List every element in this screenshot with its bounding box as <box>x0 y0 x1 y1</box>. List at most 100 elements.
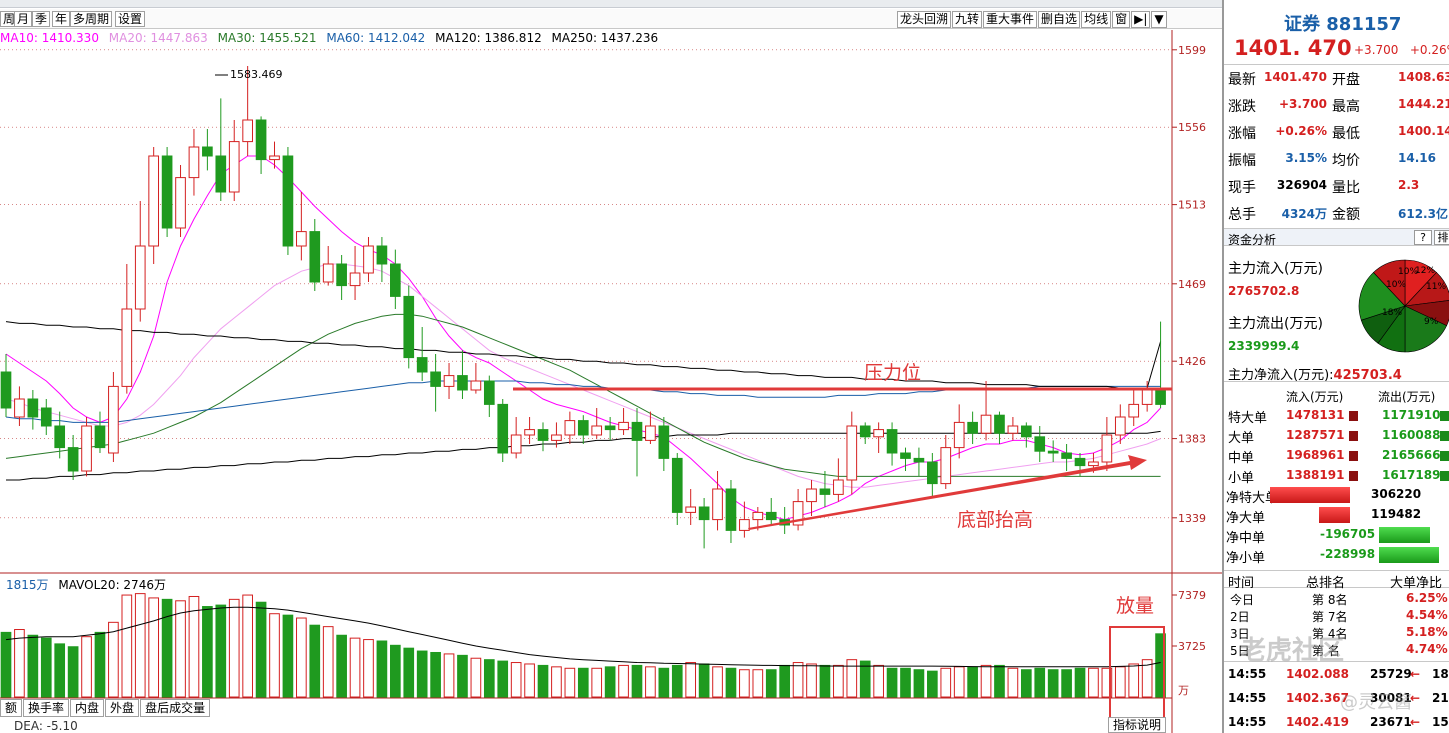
dropdown-icon[interactable]: ▼ <box>1151 11 1167 28</box>
candle <box>631 408 643 477</box>
tick-row: 14:55 1402.088 25729 ← 18 <box>1228 667 1449 681</box>
indicator-help-button[interactable]: 指标说明 <box>1108 717 1167 733</box>
flow-table: 流入(万元) 流出(万元) 特大单 1478131 1171910 大单 1287571 1… <box>1224 385 1449 486</box>
candle <box>1020 422 1032 448</box>
pie-slice <box>1358 272 1406 321</box>
remove-watchlist-button[interactable]: 删自选 <box>1038 11 1081 28</box>
major-events-button[interactable]: 重大事件 <box>983 11 1038 28</box>
rank-header: 时间 总排名 大单净比 <box>1224 570 1449 591</box>
tab-inner[interactable]: 内盘 <box>70 699 105 717</box>
candle <box>188 129 200 196</box>
candle <box>1155 321 1166 408</box>
volume-bar <box>618 664 629 698</box>
volume-bar <box>134 593 146 698</box>
volume-bar <box>510 662 522 698</box>
volume-bar <box>14 629 25 698</box>
tab-year[interactable]: 年 <box>52 11 71 27</box>
flow-row: 特大单 1478131 1171910 <box>1224 405 1449 426</box>
volume-bar <box>1007 667 1019 698</box>
candle <box>363 237 374 282</box>
candle <box>1128 390 1140 426</box>
candle <box>81 417 92 477</box>
volume-bar <box>806 663 817 698</box>
candle <box>336 255 347 300</box>
dragon-head-button[interactable]: 龙头回溯 <box>897 11 952 28</box>
pie-label: 9% <box>1424 317 1439 327</box>
price-tick-label: 1469 <box>1178 278 1206 291</box>
tab-quarter[interactable]: 季 <box>32 11 51 27</box>
volume-bar <box>390 644 401 698</box>
ma30-label: MA30: 1455.521 <box>217 31 317 45</box>
volume-bar <box>698 663 710 698</box>
candle <box>927 453 938 498</box>
price-change: +3.700 +0.26% <box>1354 43 1449 57</box>
rising-arrow <box>748 455 1147 530</box>
rising-bottom-annotation: 底部抬高 <box>957 509 1034 531</box>
rank-row: 2日第 7名 4.54% <box>1230 608 1448 624</box>
tab-turnover[interactable]: 换手率 <box>23 699 70 717</box>
period-toolbar: 周 月 季 年 多周期 设置 龙头回溯 九转 重大事件 删自选 均线窗 ▶| ▼ <box>0 9 1222 29</box>
tab-outer[interactable]: 外盘 <box>105 699 140 717</box>
candle <box>618 408 629 435</box>
pie-slice <box>1404 272 1449 307</box>
candle <box>416 327 428 381</box>
volume-bar <box>40 637 52 698</box>
volume-bar <box>27 634 39 698</box>
volume-bar <box>752 669 764 698</box>
candle <box>148 147 160 264</box>
volume-bar <box>631 664 643 698</box>
flow-row: 中单 1968961 2165666 <box>1224 445 1449 466</box>
ma-line-ma30 <box>5 313 1161 477</box>
volume-bar <box>0 631 12 698</box>
candle <box>712 471 723 531</box>
candle <box>537 422 549 452</box>
candle <box>403 285 415 369</box>
rank-row: 今日第 8名 6.25% <box>1230 591 1448 607</box>
jump-end-icon[interactable]: ▶| <box>1131 11 1151 28</box>
candle <box>108 372 119 462</box>
tab-after-hours[interactable]: 盘后成交量 <box>140 699 211 717</box>
volume-bar <box>886 667 898 698</box>
candle <box>269 141 280 169</box>
tab-settings[interactable]: 设置 <box>115 11 146 27</box>
quote-row: 现手 326904 量比 2.3 <box>1228 178 1420 196</box>
volume-bar <box>967 666 978 698</box>
tab-multi-period[interactable]: 多周期 <box>70 11 113 27</box>
kline-chart[interactable]: 1599 1556 1513 1469 1426 1383 1339 7379 3725 万 15… <box>0 30 1222 733</box>
volume-legend: 1815万 MAVOL20: 2746万 <box>0 576 166 593</box>
volume-bar <box>765 669 777 698</box>
price-axis: 1599 1556 1513 1469 1426 1383 1339 7379 3725 万 <box>1172 44 1206 697</box>
candle <box>551 422 562 448</box>
quote-row: 涨跌 +3.700 最高 1444.21 <box>1228 97 1449 115</box>
volume-bar <box>54 643 66 698</box>
ma60-label: MA60: 1412.042 <box>326 31 426 45</box>
volume-surge-annotation: 放量 <box>1116 595 1155 617</box>
candle <box>497 399 509 462</box>
tab-month[interactable]: 月 <box>14 11 33 27</box>
rank-button[interactable]: 排 <box>1434 230 1449 245</box>
ma120-label: MA120: 1386.812 <box>435 31 542 45</box>
candle <box>457 350 468 399</box>
quote-row: 最新 1401.470 开盘 1408.63 <box>1228 70 1449 88</box>
help-button[interactable]: ? <box>1414 230 1432 245</box>
moving-average-button[interactable]: 均线 <box>1081 11 1112 28</box>
resistance-annotation: 压力位 <box>864 362 922 384</box>
candle <box>282 147 294 255</box>
volume-bar <box>739 669 750 698</box>
candle <box>1007 417 1019 441</box>
volume-bar <box>363 639 374 698</box>
volume-tick-label: 7379 <box>1178 589 1206 602</box>
volume-bar <box>67 646 79 698</box>
tab-amount[interactable]: 额 <box>0 699 23 717</box>
nine-turn-button[interactable]: 九转 <box>952 11 983 28</box>
candle <box>1047 440 1059 462</box>
tick-row: 14:55 1402.367 30081 ← 21 <box>1228 691 1449 705</box>
volume-bar <box>551 666 562 698</box>
candle <box>161 147 173 237</box>
watermark: 老虎社区 <box>1240 636 1345 666</box>
volume-bar <box>470 657 482 698</box>
tab-week[interactable]: 周 <box>0 11 19 27</box>
candle <box>940 435 952 489</box>
window-button[interactable]: 窗 <box>1112 11 1131 28</box>
price-tick-label: 1426 <box>1178 355 1206 368</box>
